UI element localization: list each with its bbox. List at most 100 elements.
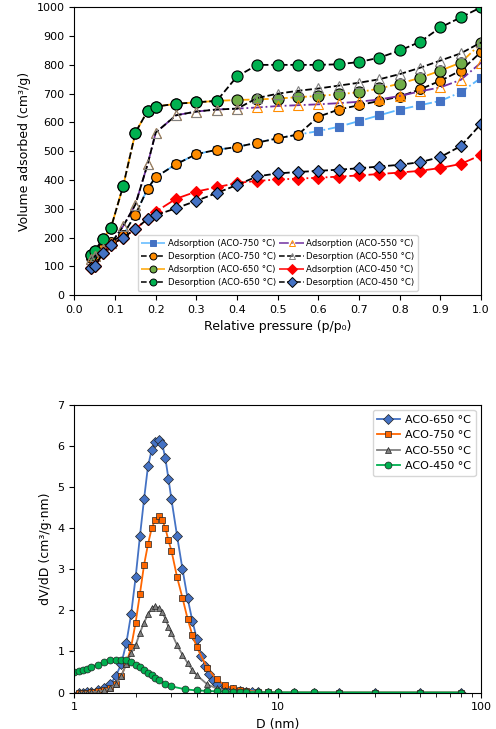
ACO-750 °C: [149, 523, 155, 532]
ACO-650 °C: [76, 688, 82, 697]
ACO-750 °C: [124, 660, 129, 668]
ACO-450 °C: [243, 687, 249, 696]
ACO-550 °C: [214, 684, 220, 693]
ACO-550 °C: [336, 688, 342, 697]
ACO-450 °C: [204, 687, 210, 695]
ACO-750 °C: [162, 523, 168, 532]
ACO-450 °C: [95, 660, 101, 669]
ACO-650 °C: [198, 651, 204, 660]
ACO-750 °C: [113, 679, 119, 688]
ACO-650 °C: [417, 688, 423, 697]
ACO-450 °C: [132, 660, 138, 669]
ACO-450 °C: [118, 655, 124, 664]
X-axis label: Relative pressure (p/p₀): Relative pressure (p/p₀): [204, 321, 352, 333]
ACO-650 °C: [152, 437, 158, 446]
ACO-650 °C: [222, 684, 228, 693]
ACO-550 °C: [76, 688, 82, 697]
ACO-450 °C: [152, 674, 158, 682]
ACO-450 °C: [113, 655, 119, 664]
ACO-750 °C: [255, 687, 261, 696]
ACO-550 °C: [107, 684, 113, 693]
ACO-450 °C: [145, 668, 151, 677]
ACO-650 °C: [118, 660, 124, 668]
ACO-750 °C: [76, 688, 82, 697]
ACO-650 °C: [249, 687, 255, 696]
ACO-650 °C: [107, 680, 113, 689]
ACO-450 °C: [84, 664, 90, 673]
ACO-450 °C: [107, 656, 113, 665]
ACO-650 °C: [95, 686, 101, 695]
ACO-750 °C: [243, 687, 249, 695]
ACO-650 °C: [458, 688, 464, 697]
ACO-750 °C: [230, 684, 236, 693]
ACO-450 °C: [417, 688, 423, 697]
ACO-650 °C: [214, 680, 220, 689]
ACO-450 °C: [124, 656, 129, 665]
ACO-550 °C: [95, 687, 101, 696]
ACO-650 °C: [202, 661, 208, 670]
ACO-750 °C: [291, 688, 297, 697]
ACO-650 °C: [255, 687, 261, 696]
ACO-650 °C: [145, 462, 151, 471]
ACO-550 °C: [275, 688, 281, 697]
ACO-750 °C: [194, 643, 200, 652]
ACO-650 °C: [243, 687, 249, 696]
ACO-750 °C: [417, 688, 423, 697]
ACO-750 °C: [214, 675, 220, 684]
ACO-450 °C: [336, 688, 342, 697]
ACO-750 °C: [145, 540, 151, 549]
ACO-650 °C: [137, 532, 143, 541]
ACO-750 °C: [310, 688, 316, 697]
ACO-450 °C: [310, 688, 316, 697]
ACO-650 °C: [156, 435, 162, 444]
ACO-650 °C: [180, 565, 186, 574]
ACO-550 °C: [180, 650, 186, 659]
ACO-650 °C: [162, 453, 168, 462]
ACO-450 °C: [71, 668, 77, 677]
ACO-450 °C: [76, 667, 82, 676]
ACO-550 °C: [118, 671, 124, 680]
ACO-650 °C: [265, 688, 271, 697]
ACO-450 °C: [458, 688, 464, 697]
ACO-550 °C: [230, 687, 236, 695]
ACO-750 °C: [166, 536, 172, 545]
ACO-750 °C: [132, 618, 138, 627]
ACO-450 °C: [255, 687, 261, 696]
ACO-550 °C: [243, 687, 249, 696]
Legend: Adsorption (ACO-750 °C), Desorption (ACO-750 °C), Adsorption (ACO-650 °C), Desor: Adsorption (ACO-750 °C), Desorption (ACO…: [138, 235, 418, 291]
ACO-650 °C: [84, 687, 90, 696]
ACO-550 °C: [458, 688, 464, 697]
ACO-450 °C: [141, 666, 147, 674]
Y-axis label: dV/dD (cm³/g·nm): dV/dD (cm³/g·nm): [39, 492, 52, 605]
ACO-650 °C: [310, 688, 316, 697]
ACO-750 °C: [169, 546, 175, 555]
ACO-450 °C: [80, 666, 86, 674]
Line: ACO-750 °C: ACO-750 °C: [75, 512, 465, 696]
ACO-450 °C: [372, 688, 378, 697]
ACO-650 °C: [124, 639, 129, 647]
ACO-750 °C: [141, 561, 147, 569]
ACO-750 °C: [174, 573, 180, 582]
ACO-550 °C: [310, 688, 316, 697]
ACO-650 °C: [336, 688, 342, 697]
ACO-750 °C: [128, 643, 134, 652]
ACO-450 °C: [156, 676, 162, 685]
ACO-750 °C: [84, 688, 90, 697]
ACO-750 °C: [152, 515, 158, 524]
ACO-750 °C: [372, 688, 378, 697]
ACO-650 °C: [174, 532, 180, 541]
ACO-650 °C: [169, 495, 175, 504]
ACO-650 °C: [141, 495, 147, 504]
ACO-750 °C: [458, 688, 464, 697]
ACO-550 °C: [156, 604, 162, 612]
ACO-750 °C: [87, 687, 93, 696]
ACO-650 °C: [275, 688, 281, 697]
ACO-650 °C: [132, 573, 138, 582]
ACO-650 °C: [206, 670, 212, 679]
ACO-550 °C: [149, 604, 155, 612]
ACO-650 °C: [194, 635, 200, 644]
ACO-450 °C: [194, 686, 200, 695]
ACO-750 °C: [237, 686, 243, 695]
ACO-450 °C: [128, 658, 134, 666]
ACO-650 °C: [128, 610, 134, 619]
